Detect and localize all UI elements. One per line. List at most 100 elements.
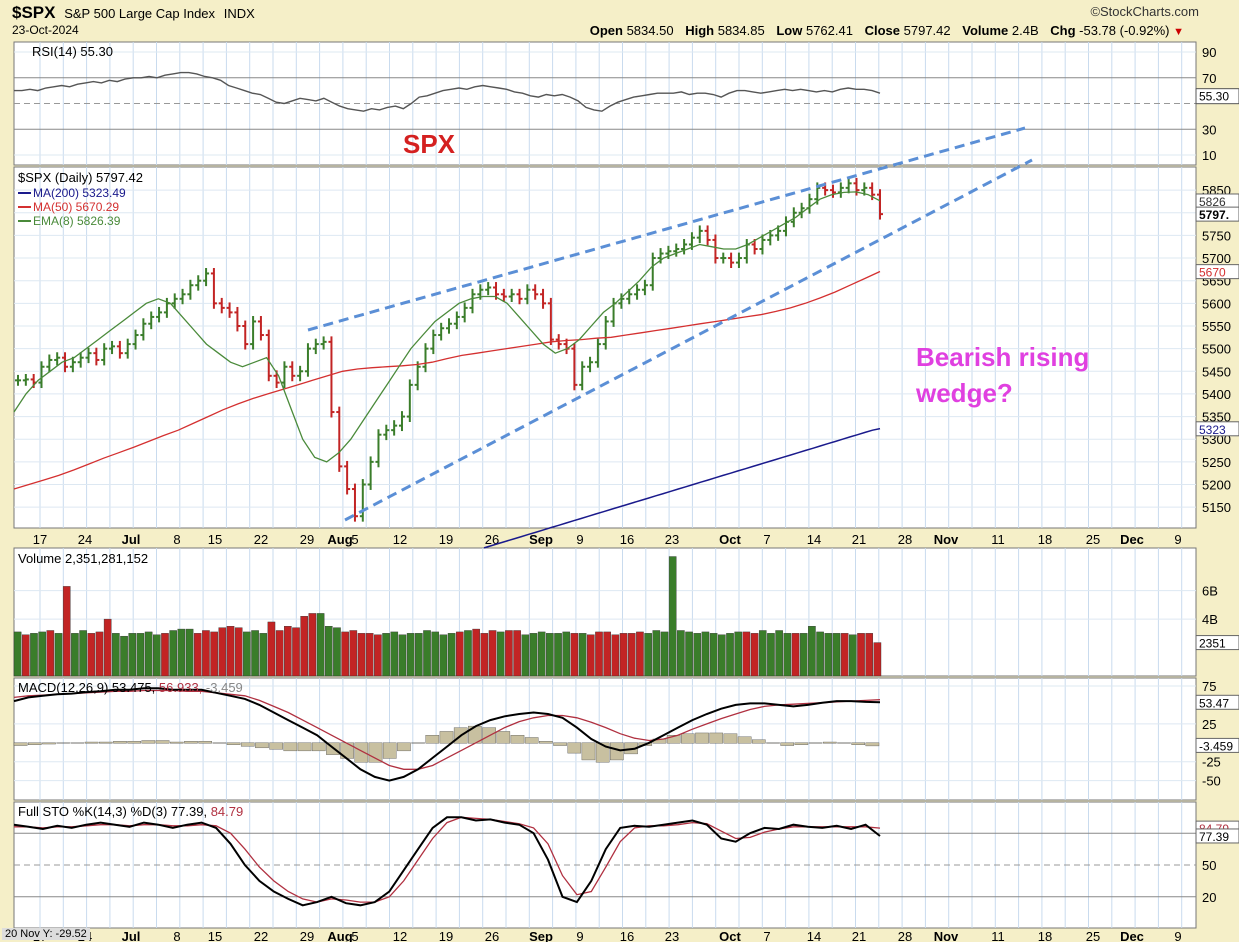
x-tick-label: 9 xyxy=(1174,532,1181,547)
legend-label: MA(50) 5670.29 xyxy=(33,200,119,214)
price-y-tick-label: 5700 xyxy=(1202,251,1231,266)
volume-last-value: 2351 xyxy=(1199,637,1226,651)
chart-header: $SPX S&P 500 Large Cap Index INDX 23-Oct… xyxy=(0,0,1239,40)
macd-histogram-bar xyxy=(752,739,766,744)
wedge-upper-trendline xyxy=(307,126,1026,332)
volume-bar xyxy=(652,630,661,677)
macd-histogram-bar xyxy=(13,742,28,746)
price-last-tag xyxy=(1195,206,1239,222)
chg-label: Chg xyxy=(1050,23,1076,38)
volume-bar xyxy=(668,556,677,677)
volume-bar xyxy=(627,633,636,677)
volume-y-tick-label: 6B xyxy=(1202,584,1218,599)
volume-bar xyxy=(284,626,292,677)
x-tick-label-bottom: 15 xyxy=(208,929,222,942)
high-label: High xyxy=(685,23,715,38)
close-label: Close xyxy=(864,23,900,38)
price-last-tag xyxy=(1195,421,1239,437)
macd-histogram-bar xyxy=(169,741,184,744)
volume-bar xyxy=(382,633,390,677)
volume-bar xyxy=(660,631,669,677)
volume-bar xyxy=(873,642,882,677)
macd-histogram-bar xyxy=(411,742,425,744)
volume-bar xyxy=(767,633,775,677)
x-tick-label: Aug xyxy=(327,532,352,547)
sto-title: Full STO %K(14,3) %D(3) 77.39, 84.79 xyxy=(18,804,243,819)
volume-bar xyxy=(554,633,562,677)
x-tick-label: 7 xyxy=(763,532,770,547)
x-tick-label-bottom: 22 xyxy=(254,929,268,942)
x-tick-label: 9 xyxy=(576,532,583,547)
macd-y-tick-label: 25 xyxy=(1202,717,1216,732)
x-tick-label-bottom: 26 xyxy=(485,929,499,942)
x-tick-label: Jul xyxy=(122,532,141,547)
macd-histogram-bar xyxy=(198,741,212,744)
sto-k-line xyxy=(13,816,881,907)
x-tick-label-bottom: 11 xyxy=(991,929,1005,942)
volume-bar xyxy=(750,633,759,677)
macd-y-tick-label: 75 xyxy=(1202,679,1216,694)
volume-bar xyxy=(439,634,448,677)
volume-bar xyxy=(718,634,726,677)
x-tick-label: 28 xyxy=(898,532,912,547)
x-tick-label: 18 xyxy=(1038,532,1052,547)
close-value: 5797.42 xyxy=(903,23,951,38)
volume-bar xyxy=(546,633,554,677)
volume-bar xyxy=(292,627,300,677)
macd-title: MACD(12,26,9) 53.475, 56.933, -3.459 xyxy=(18,680,243,695)
x-tick-label-bottom: 5 xyxy=(351,929,358,942)
macd-histogram-bar xyxy=(737,736,752,744)
volume-bar xyxy=(218,627,227,677)
x-tick-label-bottom: 9 xyxy=(1174,929,1181,942)
sto-y-tick-label: 20 xyxy=(1202,890,1216,905)
sto-y-tick-label: 50 xyxy=(1202,858,1216,873)
volume-bar xyxy=(259,633,268,677)
x-tick-label: 16 xyxy=(620,532,634,547)
macd-histogram-bar xyxy=(397,742,411,752)
macd-histogram-bar xyxy=(439,731,454,744)
macd-histogram-bar xyxy=(84,741,99,744)
volume-bar xyxy=(595,631,603,677)
price-last-value: 5670 xyxy=(1199,266,1226,280)
volume-bar xyxy=(406,633,415,677)
macd-y-tick-label: -50 xyxy=(1202,774,1221,789)
volume-bar xyxy=(169,630,177,677)
volume-bar xyxy=(758,630,767,677)
price-last-value: 5323 xyxy=(1199,423,1226,437)
sto-k-value: 77.39, xyxy=(171,804,211,819)
macd-histogram-bar xyxy=(184,741,198,744)
x-tick-label: 19 xyxy=(439,532,453,547)
volume-last-tag xyxy=(1195,635,1239,651)
volume-bar xyxy=(447,633,456,677)
volume-bar xyxy=(226,626,235,677)
x-tick-label: 17 xyxy=(33,532,47,547)
macd-histogram-bar xyxy=(709,732,724,744)
price-last-value: 5826 xyxy=(1199,195,1226,209)
macd-histogram-bar xyxy=(723,733,738,744)
x-tick-label: 22 xyxy=(254,532,268,547)
x-tick-label-bottom: 21 xyxy=(852,929,866,942)
ema8-line xyxy=(13,191,881,463)
symbol: $SPX xyxy=(12,3,56,22)
macd-histogram-bar xyxy=(581,742,596,761)
x-tick-label-bottom: 25 xyxy=(1086,929,1100,942)
low-value: 5762.41 xyxy=(805,23,853,38)
volume-bar xyxy=(79,630,87,677)
volume-bar xyxy=(464,630,472,677)
volume-bar xyxy=(153,634,161,677)
volume-bar xyxy=(87,633,96,677)
x-tick-label: 12 xyxy=(393,532,407,547)
volume-bar xyxy=(128,633,137,677)
sto-last-tag xyxy=(1195,828,1239,844)
x-tick-label: 14 xyxy=(807,532,821,547)
x-tick-label: 26 xyxy=(485,532,499,547)
wedge-lower-trendline xyxy=(344,158,1033,522)
volume-bar xyxy=(38,631,46,677)
volume-bar xyxy=(587,634,595,677)
volume-bar xyxy=(357,633,366,677)
rsi-y-tick-label: 10 xyxy=(1202,148,1216,163)
macd-histogram-bar xyxy=(141,740,156,744)
open-label: Open xyxy=(589,23,623,38)
volume-bar xyxy=(333,627,341,677)
